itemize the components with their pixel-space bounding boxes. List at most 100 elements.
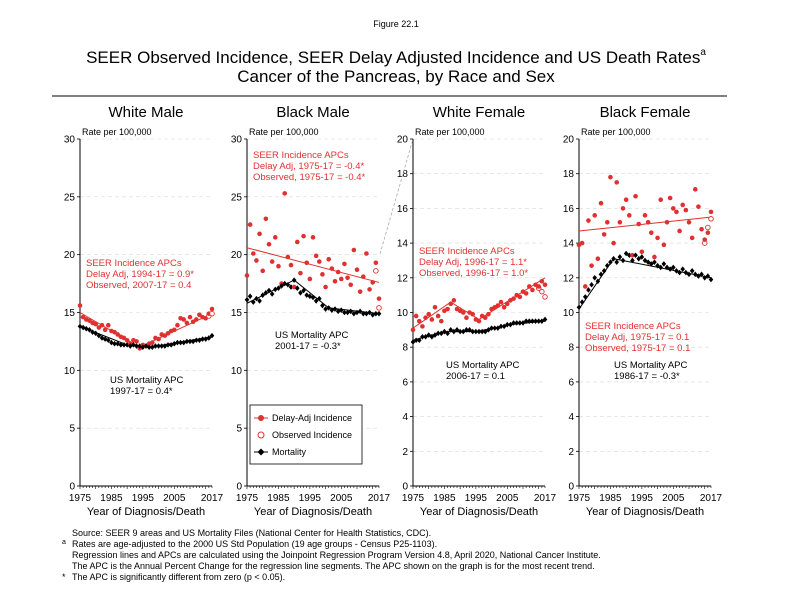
mortality-point — [357, 308, 363, 315]
figure-title-line2: Cancer of the Pancreas, by Race and Sex — [237, 67, 555, 86]
mortality-point — [193, 337, 199, 344]
legend-box — [249, 404, 363, 465]
observed-incidence-point — [705, 224, 711, 231]
mortality-point — [348, 308, 354, 315]
x-tick-label: 1995 — [465, 493, 488, 504]
mortality-point — [118, 342, 124, 348]
delay-adj-incidence-point — [595, 256, 601, 262]
mortality-point — [601, 268, 607, 274]
mortality-point — [620, 257, 626, 264]
mortality-point — [435, 330, 441, 337]
delay-adj-incidence-point — [495, 303, 501, 308]
x-tick-label: 1995 — [299, 493, 322, 504]
legend-observed-label: Observed Incidence — [272, 430, 352, 440]
mortality-point — [171, 340, 177, 347]
observed-incidence-point — [708, 216, 714, 222]
mortality-apc-label: 1997-17 = 0.4* — [110, 386, 173, 397]
y-tick-label: 14 — [397, 239, 409, 250]
mortality-point — [520, 320, 526, 326]
mortality-point — [153, 343, 158, 349]
y-tick-label: 10 — [64, 366, 76, 377]
mortality-point — [486, 327, 491, 333]
mortality-point — [329, 307, 335, 313]
delay-adj-incidence-point — [464, 315, 469, 321]
mortality-point — [276, 285, 281, 292]
mortality-point — [501, 323, 507, 330]
incidence-apc-label: Observed, 2007-17 = 0.4 — [86, 280, 191, 291]
mortality-point — [206, 335, 212, 341]
delay-adj-incidence-point — [364, 251, 369, 256]
delay-adj-incidence-point — [266, 241, 272, 247]
delay-adj-incidence-point — [460, 310, 466, 315]
incidence-apc-label: Delay Adj, 1996-17 = 1.1* — [419, 257, 527, 268]
mortality-point — [489, 325, 494, 331]
delay-adj-incidence-point — [310, 235, 316, 240]
mortality-point — [677, 269, 682, 276]
mortality-point — [696, 273, 701, 279]
mortality-trend-line — [578, 258, 712, 310]
delay-adj-incidence-point — [674, 209, 679, 215]
mortality-point — [335, 308, 341, 315]
delay-adj-incidence-point — [476, 318, 482, 324]
delay-adj-incidence-point — [432, 304, 438, 310]
mortality-point — [279, 283, 284, 289]
delay-adj-incidence-point — [367, 287, 372, 292]
mortality-point — [536, 318, 542, 324]
zoom-connector-top — [379, 138, 414, 255]
delay-adj-incidence-point — [162, 333, 168, 338]
delay-adj-incidence-point — [586, 218, 591, 223]
delay-adj-incidence-point — [614, 180, 620, 185]
mortality-apc-label: 1986-17 = -0.3* — [614, 371, 680, 382]
mortality-point — [87, 327, 92, 333]
delay-adj-incidence-point — [316, 259, 322, 264]
footnote-star-marker: * — [62, 572, 66, 582]
mortality-point — [592, 275, 598, 281]
y-tick-label: 4 — [402, 412, 408, 423]
mortality-point — [626, 252, 632, 259]
mortality-point — [260, 292, 266, 298]
delay-adj-incidence-point — [689, 235, 695, 241]
x-tick-label: 1975 — [236, 493, 259, 504]
mortality-point — [247, 293, 253, 300]
y-tick-label: 10 — [563, 308, 575, 319]
y-tick-label: 8 — [568, 343, 574, 354]
panel-title: Black Female — [600, 104, 691, 121]
delay-adj-incidence-point — [523, 291, 529, 296]
y-tick-label: 0 — [402, 482, 408, 493]
mortality-point — [149, 344, 155, 350]
delay-adj-incidence-point — [667, 195, 673, 201]
mortality-point — [298, 290, 303, 296]
x-axis-label: Year of Diagnosis/Death — [420, 506, 538, 518]
mortality-point — [367, 309, 372, 316]
x-tick-label: 1995 — [631, 493, 654, 504]
mortality-point — [99, 335, 105, 341]
mortality-point — [652, 259, 657, 265]
y-tick-label: 25 — [231, 192, 243, 203]
mortality-point — [457, 328, 463, 335]
x-tick-label: 1975 — [402, 493, 425, 504]
delay-adj-incidence-point — [307, 276, 313, 282]
delay-adj-incidence-point — [184, 320, 190, 326]
observed-incidence-point — [376, 305, 382, 311]
delay-adj-incidence-point — [272, 235, 278, 240]
delay-adj-incidence-point — [486, 311, 491, 317]
y-tick-label: 20 — [231, 250, 243, 261]
delay-adj-incidence-point — [96, 325, 102, 330]
mortality-point — [326, 305, 332, 311]
mortality-point — [680, 266, 686, 272]
panel-white-female: White Female0246810121416182019751985199… — [397, 104, 557, 518]
incidence-apc-label: Delay Adj, 1975-17 = -0.4* — [253, 161, 364, 172]
mortality-point — [134, 343, 139, 349]
footnote-apc: The APC is the Annual Percent Change for… — [72, 561, 595, 571]
delay-adj-incidence-point — [282, 191, 288, 196]
figure-title-line1: SEER Observed Incidence, SEER Delay Adju… — [86, 47, 706, 67]
incidence-apc-label: Observed, 1975-17 = 0.1 — [585, 343, 690, 354]
x-axis-label: Year of Diagnosis/Death — [586, 506, 704, 518]
delay-adj-incidence-point — [636, 221, 642, 227]
mortality-point — [530, 318, 535, 324]
y-tick-label: 12 — [397, 273, 409, 284]
delay-adj-incidence-point — [190, 319, 196, 325]
panel-title: White Male — [108, 104, 183, 121]
delay-adj-incidence-point — [149, 340, 155, 345]
